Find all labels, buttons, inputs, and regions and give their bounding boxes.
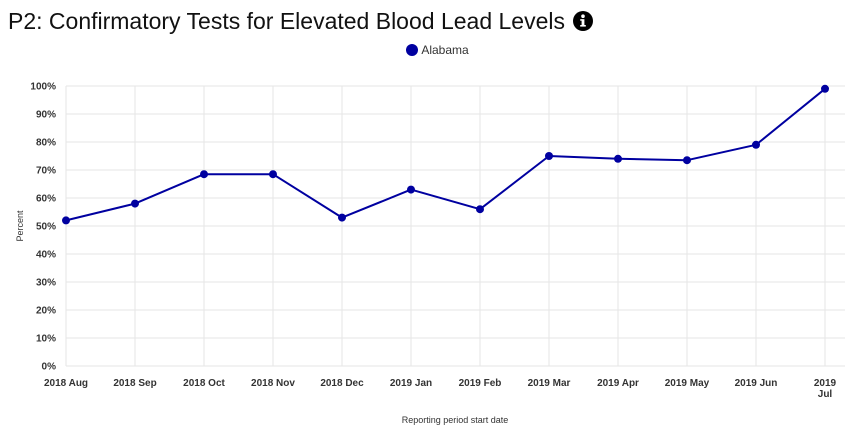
- x-tick-label: 2019 Jan: [390, 378, 432, 389]
- x-axis-title: Reporting period start date: [402, 415, 509, 425]
- data-point[interactable]: [200, 170, 208, 179]
- data-point[interactable]: [131, 199, 139, 208]
- y-tick-label: 40%: [36, 250, 56, 261]
- x-tick-label: 2018 Nov: [251, 378, 295, 389]
- x-tick-label: 2019 Feb: [459, 378, 502, 389]
- y-tick-label: 50%: [36, 222, 56, 233]
- data-point[interactable]: [269, 170, 277, 179]
- data-point[interactable]: [407, 185, 415, 194]
- legend-label: Alabama: [421, 43, 469, 57]
- data-point[interactable]: [614, 154, 622, 163]
- x-tick-label: 2018 Dec: [320, 378, 364, 389]
- x-tick-label: 2019: [814, 378, 837, 389]
- legend-item-series[interactable]: Alabama: [406, 43, 469, 57]
- data-point[interactable]: [545, 152, 553, 160]
- x-tick-label: Jul: [818, 389, 833, 400]
- y-tick-label: 70%: [36, 166, 56, 177]
- chart-title: P2: Confirmatory Tests for Elevated Bloo…: [8, 7, 565, 34]
- chart-title-row: P2: Confirmatory Tests for Elevated Bloo…: [8, 6, 593, 36]
- x-tick-label: 2018 Oct: [183, 378, 225, 389]
- x-tick-label: 2018 Sep: [113, 378, 156, 389]
- legend-marker: [406, 44, 419, 56]
- y-tick-label: 60%: [36, 194, 56, 205]
- y-tick-label: 30%: [36, 278, 56, 289]
- data-point[interactable]: [476, 205, 484, 214]
- y-tick-label: 90%: [36, 110, 56, 121]
- chart-legend: Alabama: [0, 43, 855, 57]
- series-line: [65, 88, 826, 222]
- data-point[interactable]: [338, 213, 346, 222]
- x-tick-label: 2018 Aug: [44, 378, 88, 389]
- y-tick-label: 20%: [36, 306, 56, 317]
- y-tick-label: 100%: [30, 82, 56, 93]
- x-tick-label: 2019 Apr: [597, 378, 639, 389]
- data-point[interactable]: [821, 84, 829, 93]
- y-tick-label: 80%: [36, 138, 56, 149]
- x-tick-label: 2019 Mar: [528, 378, 571, 389]
- y-tick-label: 0%: [42, 362, 57, 373]
- data-point[interactable]: [752, 140, 760, 149]
- y-axis-title: Percent: [15, 210, 25, 242]
- x-tick-label: 2019 Jun: [735, 378, 778, 389]
- data-point[interactable]: [62, 216, 70, 225]
- y-tick-label: 10%: [36, 334, 56, 345]
- data-point[interactable]: [683, 156, 691, 165]
- x-tick-label: 2019 May: [665, 378, 710, 389]
- info-icon[interactable]: [573, 11, 593, 31]
